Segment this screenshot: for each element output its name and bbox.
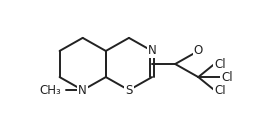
Text: N: N <box>148 44 157 57</box>
Text: Cl: Cl <box>214 84 226 97</box>
Text: N: N <box>78 84 87 97</box>
Text: Cl: Cl <box>221 71 233 84</box>
Text: Cl: Cl <box>214 57 226 71</box>
Text: CH₃: CH₃ <box>40 84 62 97</box>
Text: O: O <box>194 44 203 57</box>
Text: S: S <box>125 84 133 97</box>
